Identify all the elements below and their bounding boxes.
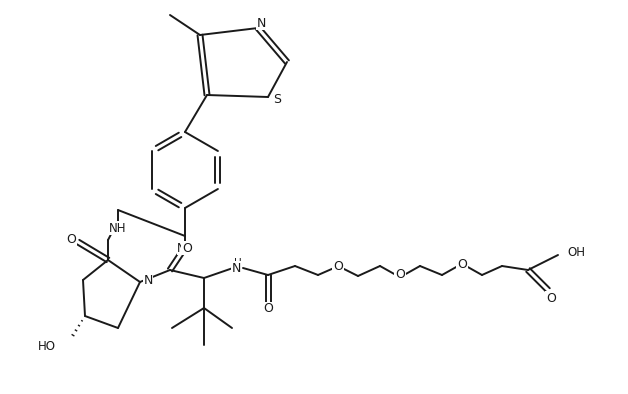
Text: H: H xyxy=(234,258,242,268)
Text: N: N xyxy=(231,262,241,275)
Text: O: O xyxy=(457,258,467,271)
Text: O: O xyxy=(546,292,556,305)
Text: O: O xyxy=(66,232,76,245)
Text: O: O xyxy=(182,242,192,255)
Text: NH: NH xyxy=(109,221,127,234)
Text: S: S xyxy=(273,93,281,106)
Text: NH: NH xyxy=(177,242,195,255)
Text: N: N xyxy=(256,17,266,30)
Text: N: N xyxy=(143,275,153,288)
Text: OH: OH xyxy=(567,245,585,258)
Text: O: O xyxy=(395,268,405,281)
Text: O: O xyxy=(263,303,273,316)
Text: HO: HO xyxy=(38,340,56,353)
Text: O: O xyxy=(333,260,343,273)
